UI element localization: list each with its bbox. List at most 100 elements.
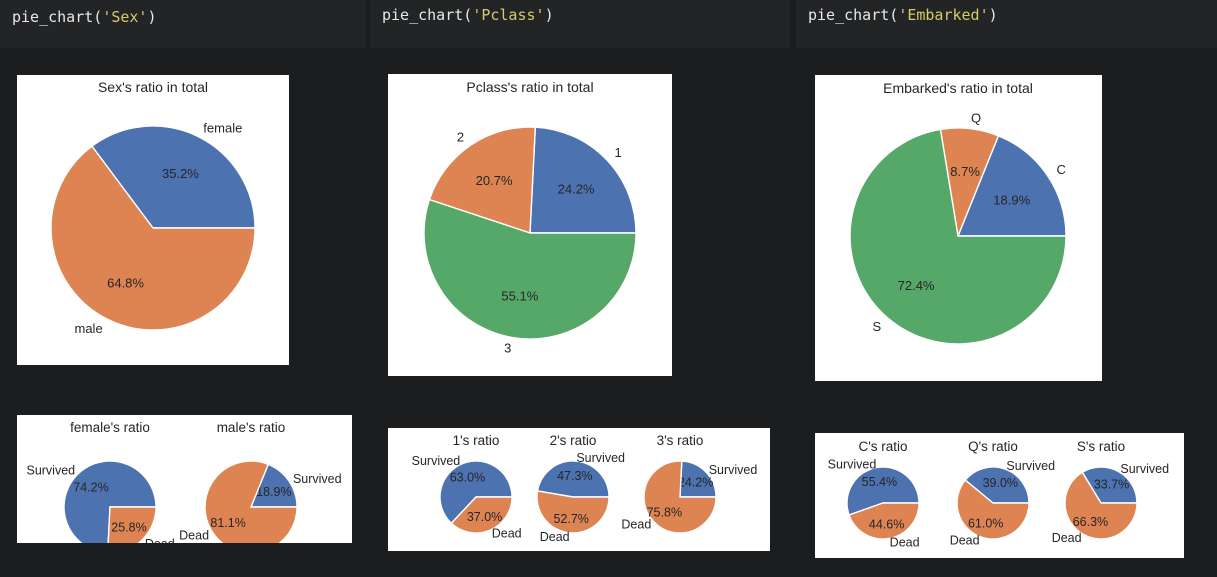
slice-percent-label: 37.0% [467, 510, 502, 524]
sex-total-pie-chart: Sex's ratio in total 35.2% female 64.8% male [50, 79, 256, 336]
pclass-total-card: Pclass's ratio in total 24.2% 1 20.7% 2 55.1%… [388, 74, 672, 376]
chart-title: female's ratio [70, 420, 150, 435]
pie-slice-male [50, 145, 256, 331]
code-fn: pie_chart( [12, 8, 103, 26]
slice-percent-label: 75.8% [647, 505, 682, 519]
slice-category-label: Dead [492, 527, 522, 541]
pie-q-s-ratio: Q's ratio 39.0% Survived 61.0% Dead [950, 439, 1055, 548]
pie-slice-survived [536, 460, 610, 498]
pie-slice-c [956, 134, 1067, 237]
slice-category-label: 3 [504, 341, 511, 356]
slice-percent-label: 24.2% [678, 475, 713, 489]
pie-slice-survived [249, 463, 298, 508]
slice-category-label: Dead [890, 535, 920, 549]
chart-title: Embarked's ratio in total [883, 80, 1033, 96]
pie-slice-1 [529, 126, 637, 234]
slice-category-label: Survived [26, 464, 75, 478]
pie-slice-survived [63, 460, 157, 543]
slice-percent-label: 8.7% [950, 164, 980, 179]
pie-sex-s-ratio-in-total: Sex's ratio in total 35.2% female 64.8% male [50, 79, 256, 336]
slice-category-label: Survived [709, 463, 758, 477]
slice-category-label: Dead [179, 529, 209, 543]
pie-slice-3 [423, 198, 637, 340]
slice-percent-label: 55.4% [862, 475, 897, 489]
pie-c-s-ratio: C's ratio 55.4% Survived 44.6% Dead [828, 439, 920, 549]
pie-slice-s [849, 128, 1067, 345]
code-close: ) [988, 6, 998, 24]
embarked-split-card: C's ratio 55.4% Survived 44.6% Dead Q's ratio… [815, 433, 1184, 558]
slice-percent-label: 20.7% [476, 173, 513, 188]
pie-slice-dead [450, 496, 513, 534]
slice-percent-label: 47.3% [557, 469, 592, 483]
slice-percent-label: 63.0% [450, 471, 485, 485]
chart-title: C's ratio [858, 439, 907, 454]
embarked-total-card: Embarked's ratio in total 18.9% C 8.7% Q 72.4… [815, 75, 1102, 381]
pie-slice-dead [643, 460, 717, 534]
slice-category-label: Survived [293, 472, 342, 486]
code-arg: 'Embarked' [898, 6, 989, 24]
slice-category-label: 2 [457, 129, 464, 144]
slice-category-label: Dead [1052, 531, 1082, 545]
pie-slice-2 [428, 126, 537, 234]
sex-total-card: Sex's ratio in total 35.2% female 64.8% male [17, 75, 289, 365]
code-fn: pie_chart( [382, 6, 473, 24]
pie-slice-survived [439, 460, 513, 525]
slice-percent-label: 33.7% [1094, 478, 1129, 492]
code-close: ) [147, 8, 157, 26]
slice-percent-label: 81.1% [210, 516, 245, 530]
pie-female-s-ratio: female's ratio 74.2% Survived 25.8% Dead [26, 420, 175, 543]
slice-percent-label: 61.0% [968, 517, 1003, 531]
slice-percent-label: 72.4% [898, 278, 935, 293]
pie-slice-dead [107, 506, 157, 543]
chart-title: 3's ratio [657, 433, 704, 448]
embarked-total-pie-chart: Embarked's ratio in total 18.9% C 8.7% Q 72.4… [849, 80, 1067, 345]
slice-category-label: Dead [145, 537, 175, 543]
slice-category-label: Survived [412, 454, 461, 468]
pie-slice-dead [204, 460, 298, 543]
slice-percent-label: 64.8% [107, 275, 144, 290]
slice-percent-label: 18.9% [256, 485, 291, 499]
slice-category-label: Survived [828, 457, 877, 471]
pie-slice-dead [956, 479, 1030, 540]
slice-category-label: S [872, 319, 881, 334]
code-arg: 'Sex' [102, 8, 148, 26]
slice-percent-label: 39.0% [983, 476, 1018, 490]
pie-slice-dead [536, 490, 610, 534]
chart-title: male's ratio [217, 420, 286, 435]
chart-title: Q's ratio [968, 439, 1018, 454]
slice-category-label: C [1056, 162, 1065, 177]
code-cell-embarked[interactable]: pie_chart('Embarked') [796, 0, 1217, 48]
slice-category-label: Q [971, 110, 981, 125]
slice-category-label: Survived [1120, 462, 1169, 476]
pie-slice-survived [679, 460, 717, 498]
pie-embarked-s-ratio-in-total: Embarked's ratio in total 18.9% C 8.7% Q 72.4… [849, 80, 1067, 345]
chart-title: Pclass's ratio in total [466, 79, 593, 95]
slice-percent-label: 18.9% [993, 192, 1030, 207]
pie-slice-dead [1064, 471, 1138, 540]
chart-title: 1's ratio [453, 433, 500, 448]
pclass-total-pie-chart: Pclass's ratio in total 24.2% 1 20.7% 2 55.1%… [423, 79, 637, 356]
chart-title: S's ratio [1077, 439, 1125, 454]
pie-slice-dead [848, 502, 920, 540]
slice-percent-label: 55.1% [501, 288, 538, 303]
chart-title: Sex's ratio in total [98, 79, 208, 95]
slice-category-label: female [203, 120, 242, 135]
code-cell-pclass[interactable]: pie_chart('Pclass') [370, 0, 790, 48]
slice-category-label: Dead [621, 518, 651, 532]
slice-category-label: Survived [1006, 459, 1055, 473]
slice-category-label: Survived [576, 451, 625, 465]
slice-percent-label: 24.2% [558, 182, 595, 197]
code-arg: 'Pclass' [472, 6, 545, 24]
pie-3-s-ratio: 3's ratio 24.2%Survived 75.8%Dead [621, 433, 758, 534]
pie-s-s-ratio: S's ratio 33.7% Survived 66.3% Dead [1052, 439, 1169, 545]
code-fn: pie_chart( [808, 6, 899, 24]
sex-split-card: female's ratio74.2%Survived25.8%Deadmale… [17, 415, 352, 543]
code-close: ) [544, 6, 554, 24]
slice-category-label: Dead [950, 534, 980, 548]
slice-percent-label: 25.8% [111, 520, 146, 534]
code-cell-sex[interactable]: pie_chart('Sex') [0, 0, 366, 48]
pie-slice-survived [964, 466, 1030, 504]
sex-split-pie-charts: female's ratio74.2%Survived25.8%Deadmale… [26, 420, 342, 543]
